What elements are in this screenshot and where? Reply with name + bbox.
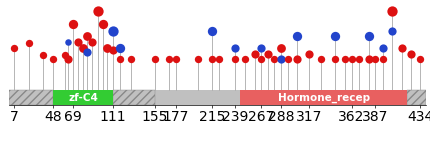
- Point: [166, 58, 172, 61]
- Point: [84, 35, 91, 37]
- Point: [356, 58, 362, 61]
- Point: [270, 58, 277, 61]
- Point: [380, 58, 387, 61]
- Point: [251, 52, 258, 55]
- Point: [258, 46, 265, 49]
- Point: [95, 10, 101, 12]
- Point: [84, 51, 91, 54]
- Point: [70, 23, 77, 25]
- Point: [11, 46, 18, 49]
- Point: [104, 46, 111, 49]
- Point: [294, 58, 301, 61]
- Bar: [9, 90, 426, 105]
- Point: [172, 58, 179, 61]
- Point: [99, 23, 106, 25]
- Point: [341, 58, 348, 61]
- Point: [117, 46, 123, 49]
- Bar: [53, 90, 113, 105]
- Point: [50, 58, 57, 61]
- Point: [278, 46, 285, 49]
- Point: [74, 41, 81, 43]
- Point: [40, 54, 46, 56]
- Point: [151, 58, 158, 61]
- Point: [365, 58, 372, 61]
- Point: [332, 58, 339, 61]
- Point: [61, 54, 68, 56]
- Point: [110, 49, 117, 51]
- Point: [231, 58, 238, 61]
- Point: [264, 52, 271, 55]
- Point: [285, 58, 292, 61]
- Point: [278, 58, 285, 61]
- Point: [380, 46, 387, 49]
- Point: [318, 58, 325, 61]
- Point: [209, 30, 215, 32]
- Point: [117, 58, 123, 61]
- Point: [332, 35, 339, 37]
- Point: [64, 58, 71, 61]
- Point: [399, 46, 405, 49]
- Point: [258, 58, 265, 61]
- Point: [79, 46, 86, 49]
- Point: [215, 58, 222, 61]
- Point: [389, 10, 396, 12]
- Point: [209, 58, 215, 61]
- Text: zf-C4: zf-C4: [68, 93, 98, 103]
- Point: [408, 52, 415, 55]
- Point: [242, 58, 249, 61]
- Point: [110, 30, 117, 32]
- Bar: [113, 90, 155, 105]
- Point: [89, 41, 95, 43]
- Point: [365, 35, 372, 37]
- Point: [372, 58, 379, 61]
- Point: [194, 58, 201, 61]
- Point: [348, 58, 355, 61]
- Point: [128, 58, 135, 61]
- Bar: [9, 90, 53, 105]
- Point: [417, 58, 424, 61]
- Point: [389, 30, 396, 32]
- Point: [64, 41, 71, 43]
- Bar: [407, 90, 426, 105]
- Point: [231, 46, 238, 49]
- Text: Hormone_recep: Hormone_recep: [277, 92, 370, 103]
- Point: [294, 35, 301, 37]
- Point: [305, 52, 312, 55]
- Point: [25, 42, 32, 44]
- Bar: [240, 90, 407, 105]
